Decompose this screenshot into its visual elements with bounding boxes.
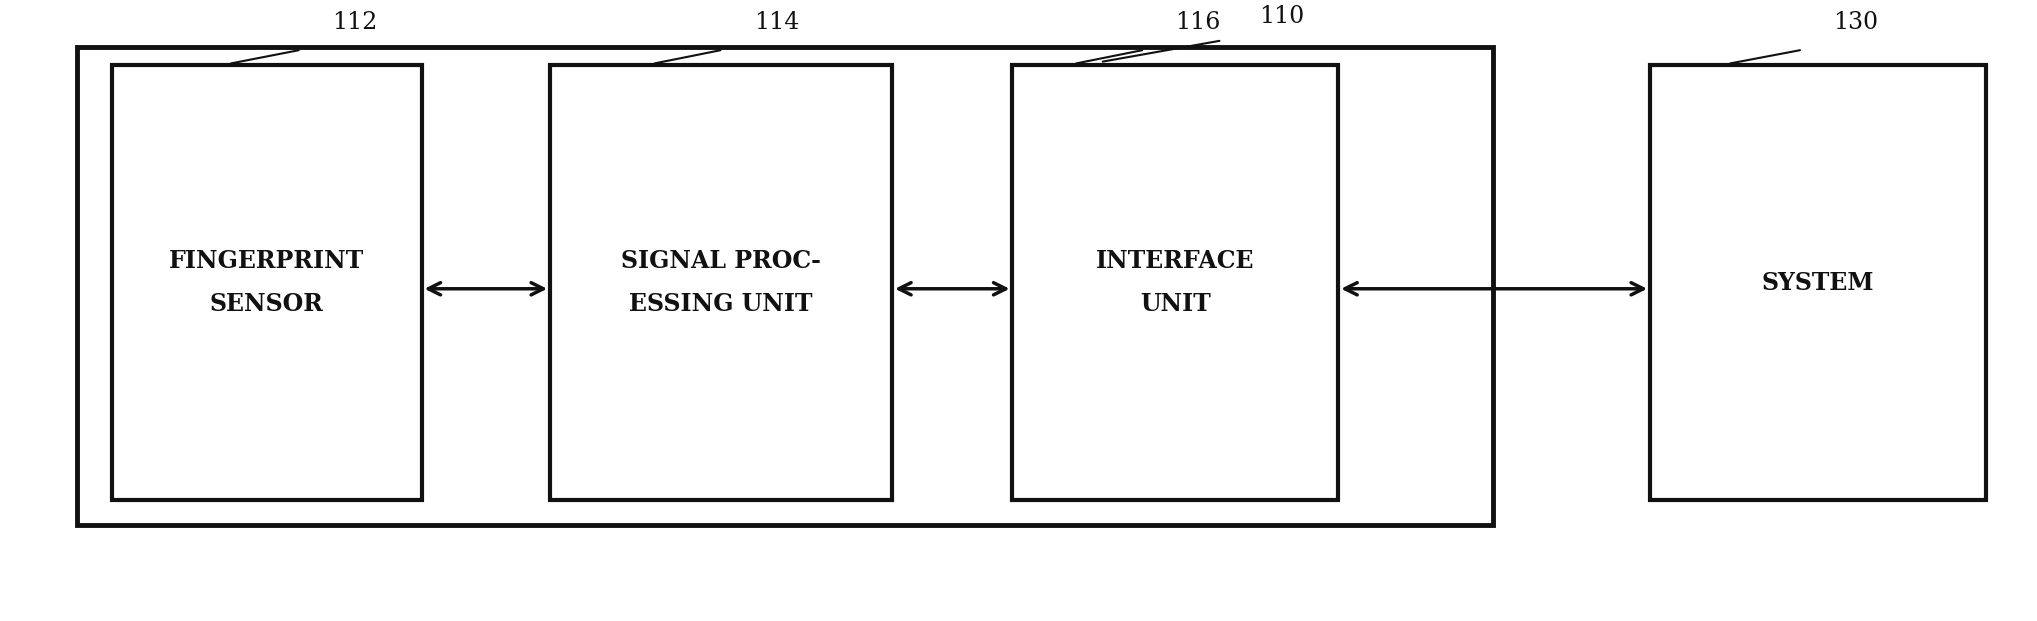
Text: 130: 130 [1833, 11, 1878, 34]
Text: SYSTEM: SYSTEM [1762, 271, 1874, 294]
Text: 116: 116 [1175, 11, 1220, 34]
Text: 112: 112 [332, 11, 377, 34]
Text: 110: 110 [1259, 5, 1304, 28]
Text: 114: 114 [754, 11, 799, 34]
Bar [112, 65, 422, 500]
Bar [1650, 65, 1986, 500]
Text: FINGERPRINT
SENSOR: FINGERPRINT SENSOR [169, 249, 365, 316]
Text: INTERFACE
UNIT: INTERFACE UNIT [1096, 249, 1255, 316]
Bar [77, 47, 1493, 525]
Bar [1012, 65, 1338, 500]
Bar [550, 65, 892, 500]
Text: SIGNAL PROC-
ESSING UNIT: SIGNAL PROC- ESSING UNIT [621, 249, 821, 316]
